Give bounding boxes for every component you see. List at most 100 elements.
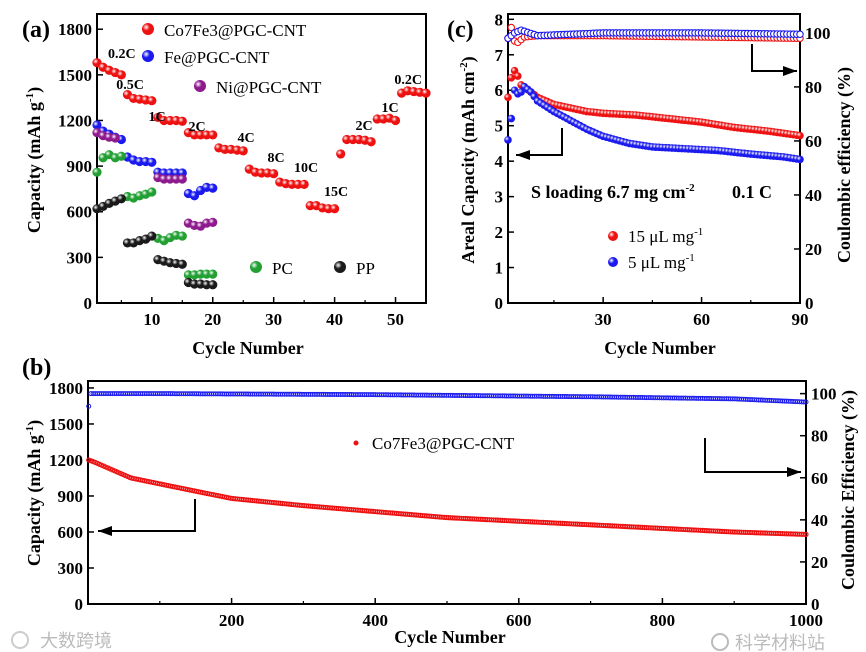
capacity-point-0 xyxy=(504,93,512,102)
legend-label: PP xyxy=(356,259,375,278)
panel-label-a: (a) xyxy=(22,17,50,43)
legend-label: Co7Fe3@PGC-CNT xyxy=(372,434,515,453)
data-point-Ni@PGC-CNT xyxy=(208,217,218,227)
x-tick-label: 60 xyxy=(693,310,710,329)
y-axis-title: Capacity (mAh g-1) xyxy=(24,87,45,233)
y-tick-label: 0 xyxy=(495,294,504,313)
capacity-point-1 xyxy=(796,155,804,164)
right-axis-arrow xyxy=(751,44,797,72)
legend-label: PC xyxy=(272,259,293,278)
legend-label: Co7Fe3@PGC-CNT xyxy=(164,21,307,40)
y-tick-label: 4 xyxy=(495,152,504,171)
y-tick-label: 300 xyxy=(58,559,84,578)
legend-marker xyxy=(194,80,206,92)
y2-tick-label: 40 xyxy=(811,511,828,530)
left-axis-arrow-head xyxy=(98,526,112,536)
y-tick-label: 1200 xyxy=(58,111,92,130)
rate-annotation: 0.1 C xyxy=(732,182,772,202)
capacity-point-0 xyxy=(514,72,522,80)
y2-tick-label: 20 xyxy=(811,553,828,572)
x-tick-label: 90 xyxy=(792,310,809,329)
y-tick-label: 900 xyxy=(67,157,93,176)
data-point-PC xyxy=(208,269,218,279)
data-point-Ni@PGC-CNT xyxy=(110,133,120,143)
x-tick-label: 600 xyxy=(506,611,532,630)
capacity-point-1 xyxy=(504,136,512,144)
y-tick-label: 0 xyxy=(84,294,93,313)
legend-label: 5 μL mg-1 xyxy=(628,252,695,272)
legend-marker xyxy=(334,261,346,273)
data-point-Co7Fe3@PGC-CNT xyxy=(177,116,187,126)
watermark-text: 大数跨境 xyxy=(40,631,112,652)
rate-label: 1C xyxy=(381,101,398,116)
y2-tick-label: 100 xyxy=(811,385,837,404)
data-point-Fe@PGC-CNT xyxy=(92,120,102,130)
y2-tick-label: 0 xyxy=(811,595,820,614)
left-axis-arrow xyxy=(516,128,563,156)
ce-point xyxy=(803,399,809,405)
data-point-Co7Fe3@PGC-CNT xyxy=(390,115,401,126)
x-tick-label: 30 xyxy=(595,310,612,329)
data-point-Co7Fe3@PGC-CNT xyxy=(208,130,218,140)
x-tick-label: 400 xyxy=(362,611,388,630)
legend-label: Ni@PGC-CNT xyxy=(216,78,322,97)
left-axis-arrow xyxy=(98,499,196,532)
data-point-Co7Fe3@PGC-CNT xyxy=(147,96,157,106)
data-point-PC xyxy=(177,231,187,241)
right-axis-arrow-head xyxy=(783,66,797,76)
legend-marker xyxy=(608,257,618,267)
left-axis-arrow-head xyxy=(516,150,530,160)
y2-tick-label: 80 xyxy=(805,78,822,97)
y-axis-title: Areal Capacity (mAh cm-2) xyxy=(458,56,479,263)
y2-tick-label: 60 xyxy=(811,469,828,488)
panel-label-c: (c) xyxy=(447,17,474,43)
x-tick-label: 30 xyxy=(265,310,282,329)
data-point-PC xyxy=(92,167,102,177)
y-tick-label: 7 xyxy=(495,46,504,65)
y-tick-label: 1800 xyxy=(58,20,92,39)
rate-label: 4C xyxy=(237,131,254,146)
legend-marker xyxy=(608,231,618,241)
rate-label: 2C xyxy=(188,120,205,135)
watermark-text: 科学材料站 xyxy=(735,633,825,652)
rate-label: 0.5C xyxy=(116,78,144,93)
data-point-Fe@PGC-CNT xyxy=(208,183,218,193)
x-tick-label: 800 xyxy=(650,611,676,630)
y-tick-label: 8 xyxy=(495,10,504,29)
rate-label: 10C xyxy=(294,161,318,176)
data-point-Co7Fe3@PGC-CNT xyxy=(421,88,431,98)
ce-point xyxy=(801,399,807,405)
legend-marker xyxy=(142,50,154,62)
right-axis-arrow-head xyxy=(787,467,801,477)
legend-label: 15 μL mg-1 xyxy=(628,226,703,246)
watermark-logo-icon xyxy=(711,633,729,651)
x-tick-label: 20 xyxy=(204,310,221,329)
y-tick-label: 6 xyxy=(495,81,504,100)
y2-tick-label: 100 xyxy=(805,24,831,43)
plot-frame-a xyxy=(96,13,427,304)
rate-label: 0.2C xyxy=(394,73,422,88)
x-tick-label: 10 xyxy=(143,310,160,329)
y-tick-label: 3 xyxy=(495,188,504,207)
y-tick-label: 300 xyxy=(67,248,93,267)
y-tick-label: 5 xyxy=(495,117,504,136)
x-tick-label: 200 xyxy=(219,611,245,630)
loading-annotation: S loading 6.7 mg cm-2 xyxy=(531,182,695,202)
data-point-Co7Fe3@PGC-CNT xyxy=(336,149,346,159)
data-point-PP xyxy=(208,280,218,290)
y2-tick-label: 20 xyxy=(805,240,822,259)
x-axis-title: Cycle Number xyxy=(394,627,505,647)
y-tick-label: 1 xyxy=(495,259,504,278)
data-point-Co7Fe3@PGC-CNT xyxy=(330,204,340,214)
x-tick-label: 1000 xyxy=(789,611,823,630)
data-point-Co7Fe3@PGC-CNT xyxy=(116,70,126,80)
capacity-point-1 xyxy=(507,114,516,123)
y-tick-label: 1500 xyxy=(49,415,83,434)
x-axis-title: Cycle Number xyxy=(604,338,715,358)
capacity-point xyxy=(803,531,809,537)
data-point-PP xyxy=(147,231,157,241)
capacity-point-0 xyxy=(507,74,516,82)
y2-tick-label: 40 xyxy=(805,186,822,205)
legend-marker xyxy=(142,23,154,35)
